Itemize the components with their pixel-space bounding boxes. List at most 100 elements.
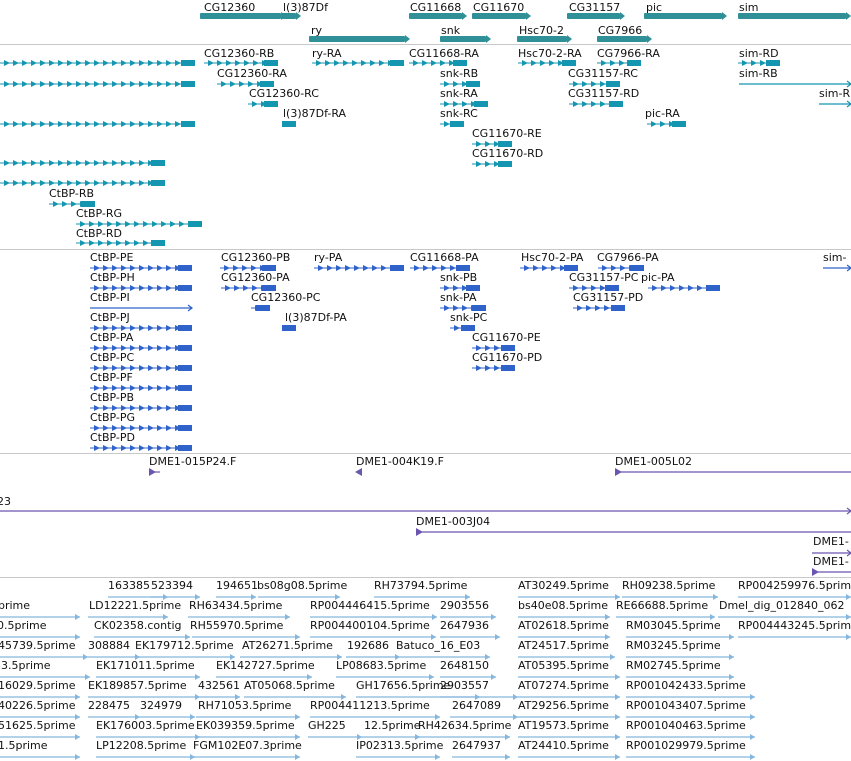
protein-feature-ctbp-pf-6[interactable]: CtBP-PF <box>90 371 192 391</box>
protein-feature-cg11670-pe-19[interactable]: CG11670-PE <box>472 331 541 351</box>
est-feature-rp001040463-5prime-62[interactable]: RP001040463.5prime <box>626 719 755 740</box>
protein-feature-snk-pb-16[interactable]: snk-PB <box>440 271 480 291</box>
est-feature-rp004411213-5prime-51[interactable]: RP004411213.5prime <box>310 699 440 720</box>
est-feature-rp001029979-5prime-69[interactable]: RP001029979.5prime <box>626 739 755 760</box>
est-feature-2647937-67[interactable]: 2647937 <box>452 739 510 760</box>
protein-feature-ctbp-pa-4[interactable]: CtBP-PA <box>90 331 192 351</box>
bac-feature-dme1-003j04-4[interactable]: DME1-003J04 <box>416 515 851 536</box>
est-feature-bs40e08-5prime-13[interactable]: bs40e08.5prime <box>518 599 610 620</box>
est-feature-prime-8[interactable]: prime <box>0 599 80 620</box>
genes-feature-cg11668-3[interactable]: CG11668 <box>409 1 467 20</box>
mrna-feature-cg12360-ra-11[interactable]: CG12360-RA <box>217 67 287 87</box>
est-feature-1-5prime-63[interactable]: 1.5prime <box>0 739 80 760</box>
est-feature-ek176003-5prime-56[interactable]: EK176003.5prime <box>96 719 200 740</box>
est-feature-ek179712-5prime-26[interactable]: EK179712.5prime <box>134 639 235 660</box>
est-feature-rp004446415-5prime-11[interactable]: RP004446415.5prime <box>310 599 437 620</box>
est-feature-rp001043407-5prime-54[interactable]: RP001043407.5prime <box>626 699 755 720</box>
mrna-feature-l-3-87df-ra-19[interactable]: l(3)87Df-RA <box>282 107 347 127</box>
est-feature-0-5prime-16[interactable]: 0.5prime <box>0 619 80 640</box>
mrna-feature-sim-r-18[interactable]: sim-R <box>819 87 851 108</box>
est-feature-rp004400104-5prime-19[interactable]: RP004400104.5prime <box>310 619 436 640</box>
est-feature-2903556-12[interactable]: 2903556 <box>440 599 496 620</box>
est-feature-at24517-5prime-30[interactable]: AT24517.5prime <box>518 639 615 660</box>
mrna-feature-e-0[interactable]: E <box>0 47 195 66</box>
est-feature-bs08g08-5prime-3[interactable]: bs08g08.5prime <box>257 579 347 600</box>
bac-feature-dme1-005l02-2[interactable]: DME1-005L02 <box>615 455 851 476</box>
mrna-feature-h-1[interactable]: H <box>0 67 195 87</box>
est-feature-dmel-dig-012840-062-15[interactable]: Dmel_dig_012840_062 <box>718 599 851 620</box>
est-feature-lp08683-5prime-35[interactable]: LP08683.5prime <box>336 659 434 680</box>
protein-feature-ctbp-pj-3[interactable]: CtBP-PJ <box>90 311 192 331</box>
mrna-feature-sim-rb-14[interactable]: sim-RB <box>739 67 851 88</box>
protein-feature-cg11668-pa-15[interactable]: CG11668-PA <box>410 251 479 271</box>
est-feature-ld12221-5prime-9[interactable]: LD12221.5prime <box>88 599 181 620</box>
est-feature-33-5prime-32[interactable]: 33.5prime <box>0 659 90 680</box>
mrna-feature-ry-ra-6[interactable]: ry-RA <box>312 47 404 66</box>
protein-feature-l-3-87df-pa-13[interactable]: l(3)87Df-PA <box>282 311 347 331</box>
bac-feature-dme1-004k19-f-1[interactable]: DME1-004K19.F <box>355 455 444 476</box>
est-feature-523394-1[interactable]: 523394 <box>150 579 200 600</box>
est-feature-16029-5prime-39[interactable]: 16029.5prime <box>0 679 80 700</box>
genes-feature-cg11670-4[interactable]: CG11670 <box>472 1 531 20</box>
mrna-feature-ctbp-rb-24[interactable]: CtBP-RB <box>49 187 95 207</box>
est-feature-324979-49[interactable]: 324979 <box>140 699 195 720</box>
est-feature-192686-28[interactable]: 192686 <box>346 639 400 660</box>
protein-feature-ctbp-pe-0[interactable]: CtBP-PE <box>90 251 192 271</box>
est-feature-rh55970-5prime-18[interactable]: RH55970.5prime <box>190 619 300 640</box>
mrna-feature-cg31157-rd-17[interactable]: CG31157-RD <box>568 87 639 107</box>
est-feature-228475-48[interactable]: 228475 <box>88 699 140 720</box>
protein-feature-cg12360-pa-11[interactable]: CG12360-PA <box>221 271 290 291</box>
est-feature-40226-5prime-47[interactable]: 40226.5prime <box>0 699 80 720</box>
genes-feature-sim-10[interactable]: sim <box>738 1 851 20</box>
est-feature-lp12208-5prime-64[interactable]: LP12208.5prime <box>96 739 195 760</box>
est-feature-2903557-44[interactable]: 2903557 <box>440 679 518 700</box>
mrna-feature-cg12360-rc-15[interactable]: CG12360-RC <box>248 87 319 107</box>
protein-feature-snk-pa-17[interactable]: snk-PA <box>440 291 486 311</box>
protein-feature-ctbp-pb-7[interactable]: CtBP-PB <box>90 391 192 411</box>
est-feature-at02618-5prime-21[interactable]: AT02618.5prime <box>518 619 610 640</box>
est-feature-rp004259976-5prime-7[interactable]: RP004259976.5prime <box>738 579 851 600</box>
est-feature-at26271-5prime-27[interactable]: AT26271.5prime <box>240 639 342 660</box>
est-feature-2647089-52[interactable]: 2647089 <box>450 699 518 720</box>
genes-feature-ry-2[interactable]: ry <box>309 24 410 43</box>
bac-feature-dme1-6[interactable]: DME1- <box>812 555 851 576</box>
mrna-feature-cg11668-ra-7[interactable]: CG11668-RA <box>409 47 479 66</box>
est-feature-rm02745-5prime-38[interactable]: RM02745.5prime <box>626 659 734 680</box>
genes-feature-cg31157-7[interactable]: CG31157 <box>567 1 625 20</box>
protein-feature-cg31157-pd-25[interactable]: CG31157-PD <box>573 291 643 311</box>
est-feature-at05068-5prime-42[interactable]: AT05068.5prime <box>244 679 346 700</box>
est-feature-ek039359-5prime-57[interactable]: EK039359.5prime <box>196 719 300 740</box>
est-feature-rh09238-5prime-6[interactable]: RH09238.5prime <box>622 579 718 600</box>
protein-feature-cg11670-pd-20[interactable]: CG11670-PD <box>472 351 542 371</box>
est-feature-rp001042433-5prime-46[interactable]: RP001042433.5prime <box>626 679 755 700</box>
genes-feature-snk-5[interactable]: snk <box>440 24 491 43</box>
mrna-feature-cg7966-ra-9[interactable]: CG7966-RA <box>597 47 660 66</box>
est-feature-at07274-5prime-45[interactable]: AT07274.5prime <box>518 679 620 700</box>
protein-feature-ctbp-pd-9[interactable]: CtBP-PD <box>90 431 192 451</box>
est-feature-rp004443245-5prime-23[interactable]: RP004443245.5prime <box>738 619 851 640</box>
protein-feature-ry-pa-14[interactable]: ry-PA <box>314 251 404 271</box>
est-feature-51625-5prime-55[interactable]: 51625.5prime <box>0 719 80 740</box>
protein-feature-ctbp-pc-5[interactable]: CtBP-PC <box>90 351 192 371</box>
mrna-feature-ctbp-rg-25[interactable]: CtBP-RG <box>76 207 202 227</box>
genes-feature-cg12360-0[interactable]: CG12360 <box>200 1 286 20</box>
est-feature-ek142727-5prime-34[interactable]: EK142727.5prime <box>216 659 315 680</box>
est-feature-45739-5prime-24[interactable]: 45739.5prime <box>0 639 88 660</box>
bac-feature-dme1-015p24-f-0[interactable]: DME1-015P24.F <box>149 455 236 476</box>
mrna-feature-cg12360-rb-5[interactable]: CG12360-RB <box>204 47 278 66</box>
est-feature-rh71053-5prime-50[interactable]: RH71053.5prime <box>196 699 300 720</box>
mrna-feature-hsc70-2-ra-8[interactable]: Hsc70-2-RA <box>518 47 582 66</box>
mrna-feature-e-3[interactable]: E <box>0 147 165 166</box>
mrna-feature-pic-ra-21[interactable]: pic-RA <box>645 107 686 127</box>
protein-feature-ctbp-ph-1[interactable]: CtBP-PH <box>90 271 192 291</box>
est-feature-ek171011-5prime-33[interactable]: EK171011.5prime <box>96 659 200 680</box>
mrna-feature-cg11670-re-22[interactable]: CG11670-RE <box>472 127 542 147</box>
est-feature-at24410-5prime-68[interactable]: AT24410.5prime <box>518 739 620 760</box>
protein-feature-snk-pc-18[interactable]: snk-PC <box>450 311 488 331</box>
est-feature-308884-25[interactable]: 308884 <box>88 639 140 660</box>
est-feature-rm03245-5prime-31[interactable]: RM03245.5prime <box>626 639 734 660</box>
genes-feature-cg7966-8[interactable]: CG7966 <box>597 24 652 43</box>
mrna-feature-a-2[interactable]: A <box>0 121 195 140</box>
mrna-feature-snk-rb-12[interactable]: snk-RB <box>440 67 480 87</box>
mrna-feature-snk-rc-20[interactable]: snk-RC <box>440 107 478 127</box>
